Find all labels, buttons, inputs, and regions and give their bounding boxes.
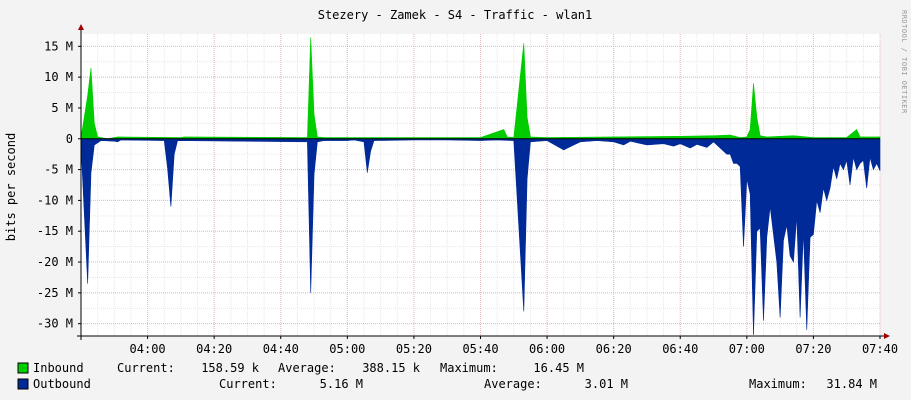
grid — [80, 34, 881, 336]
legend-outbound-current-label: Current: — [219, 377, 277, 391]
x-tick-label: 07:40 — [862, 342, 898, 356]
y-tick-label: -10 M — [37, 193, 73, 207]
y-tick-label: -20 M — [37, 255, 73, 269]
y-tick-label: -25 M — [37, 286, 73, 300]
x-axis-arrow — [884, 333, 890, 339]
legend-outbound-average-label: Average: — [484, 377, 542, 391]
legend-outbound-average-value: 3.01 M — [585, 377, 628, 391]
series-area-outbound — [80, 138, 881, 336]
axes — [77, 24, 890, 340]
legend-outbound-maximum-value: 31.84 M — [826, 377, 877, 391]
legend-outbound-current-value: 5.16 M — [320, 377, 363, 391]
legend-inbound: Inbound Current: 158.59 k Average: 388.1… — [17, 361, 584, 375]
y-tick-label: 10 M — [44, 70, 73, 84]
x-tick-label: 05:20 — [396, 342, 432, 356]
x-tick-label: 06:40 — [662, 342, 698, 356]
legend-label-inbound: Inbound — [33, 361, 84, 375]
x-tick-label: 06:20 — [596, 342, 632, 356]
legend-inbound-maximum-label: Maximum: — [440, 361, 498, 375]
series-layer — [80, 37, 881, 336]
y-tick-label: 15 M — [44, 39, 73, 53]
legend-outbound-maximum-label: Maximum: — [749, 377, 807, 391]
y-tick-label: 5 M — [51, 101, 73, 115]
legend: Inbound Current: 158.59 k Average: 388.1… — [17, 361, 877, 391]
x-tick-label: 05:40 — [462, 342, 498, 356]
y-tick-label: -30 M — [37, 317, 73, 331]
chart-title: Stezery - Zamek - S4 - Traffic - wlan1 — [318, 8, 593, 22]
legend-inbound-current-label: Current: — [117, 361, 175, 375]
series-area-inbound — [80, 37, 881, 140]
x-tick-label: 04:20 — [196, 342, 232, 356]
x-tick-label: 07:20 — [795, 342, 831, 356]
y-tick-label: -15 M — [37, 224, 73, 238]
x-tick-label: 06:00 — [529, 342, 565, 356]
tick-labels: 15 M 10 M 5 M 0 -5 M -10 M -15 M -20 M -25 M -30 … — [37, 39, 898, 356]
y-tick-label: -5 M — [44, 163, 73, 177]
legend-inbound-maximum-value: 16.45 M — [533, 361, 584, 375]
x-tick-label: 04:40 — [263, 342, 299, 356]
x-tick-label: 07:00 — [729, 342, 765, 356]
legend-inbound-average-value: 388.15 k — [362, 361, 421, 375]
x-tick-label: 04:00 — [130, 342, 166, 356]
x-tick-label: 05:00 — [329, 342, 365, 356]
legend-label-outbound: Outbound — [33, 377, 91, 391]
rrdtool-watermark: RRDTOOL / TOBI OETIKER — [900, 10, 908, 114]
y-axis-arrow — [78, 24, 84, 30]
legend-swatch-inbound — [17, 362, 29, 374]
y-tick-label: 0 — [66, 132, 73, 146]
legend-swatch-outbound — [17, 378, 29, 390]
legend-inbound-average-label: Average: — [278, 361, 336, 375]
legend-outbound: Outbound Current: 5.16 M Average: 3.01 M… — [17, 377, 877, 391]
y-axis-label: bits per second — [4, 133, 18, 241]
legend-inbound-current-value: 158.59 k — [201, 361, 260, 375]
